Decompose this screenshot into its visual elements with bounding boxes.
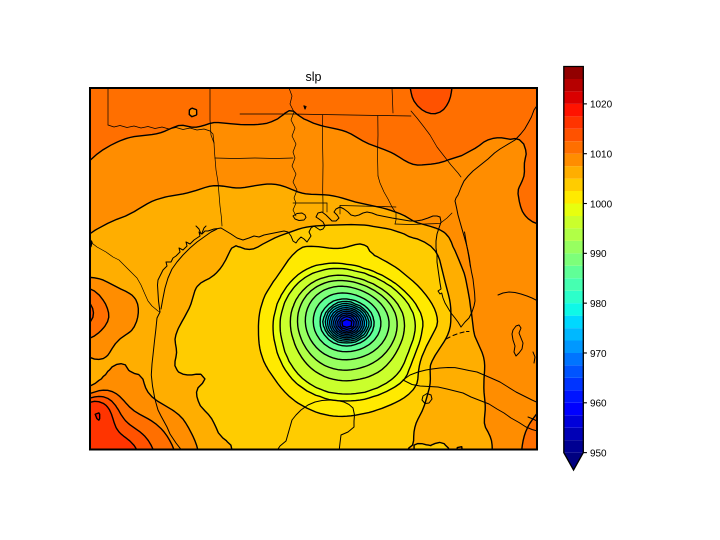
svg-text:950: 950 [590,448,607,459]
svg-text:970: 970 [590,349,607,360]
svg-text:1020: 1020 [590,100,613,111]
svg-text:960: 960 [590,399,607,410]
svg-text:1010: 1010 [590,149,613,160]
svg-text:990: 990 [590,249,607,260]
svg-text:980: 980 [590,299,607,310]
svg-text:slp: slp [306,70,322,84]
svg-text:1000: 1000 [590,199,613,210]
